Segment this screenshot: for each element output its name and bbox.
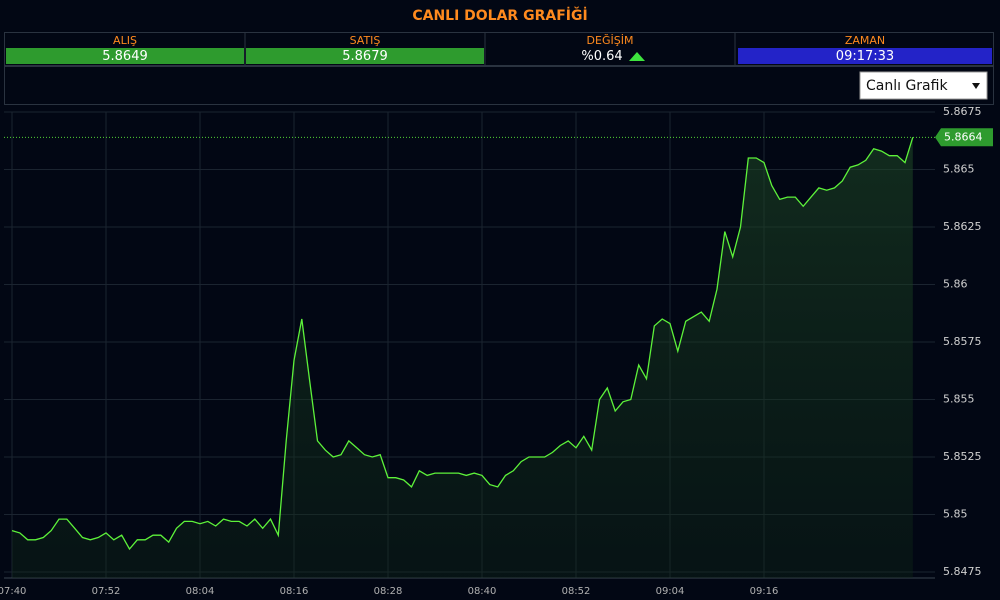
- stat-value: 5.8679: [342, 49, 388, 64]
- x-tick-label: 07:52: [92, 586, 121, 597]
- stat-label: SATIŞ: [350, 34, 381, 47]
- y-tick-label: 5.8625: [943, 220, 982, 233]
- y-tick-label: 5.8525: [943, 450, 982, 463]
- x-tick-label: 08:52: [562, 586, 591, 597]
- toolbar: [4, 66, 994, 105]
- y-tick-label: 5.85: [943, 508, 968, 521]
- last-value-tag: [935, 128, 993, 147]
- last-value-label: 5.8664: [944, 130, 983, 143]
- stat-label: DEĞİŞİM: [587, 34, 634, 47]
- stat-bar: [246, 48, 484, 64]
- y-tick-label: 5.855: [943, 393, 975, 406]
- x-tick-label: 08:04: [186, 586, 215, 597]
- y-tick-label: 5.8575: [943, 335, 982, 348]
- stat-value: %0.64: [581, 49, 622, 64]
- up-arrow: [629, 52, 645, 61]
- x-tick-label: 08:16: [280, 586, 309, 597]
- y-tick-label: 5.865: [943, 163, 975, 176]
- stats-box: [4, 32, 994, 66]
- stat-label: ALIŞ: [113, 34, 137, 47]
- area: [12, 137, 913, 579]
- stat-bar: [738, 48, 992, 64]
- dropdown[interactable]: [859, 71, 988, 100]
- dropdown-label[interactable]: Canlı Grafik: [866, 78, 948, 94]
- x-tick-label: 09:16: [750, 586, 779, 597]
- stat-value: 5.8649: [102, 49, 148, 64]
- y-tick-label: 5.8475: [943, 565, 982, 578]
- page-title: CANLI DOLAR GRAFİĞİ: [412, 6, 587, 24]
- x-tick-label: 08:40: [468, 586, 497, 597]
- x-tick-label: 07:40: [0, 586, 26, 597]
- dropdown-arrow[interactable]: [972, 83, 980, 89]
- stat-bar: [6, 48, 244, 64]
- line: [11, 137, 914, 551]
- y-tick-label: 5.8675: [943, 105, 982, 118]
- stat-value: 09:17:33: [836, 49, 894, 64]
- x-tick-label: 08:28: [374, 586, 403, 597]
- x-tick-label: 09:04: [656, 586, 685, 597]
- stat-label: ZAMAN: [845, 34, 885, 47]
- y-tick-label: 5.86: [943, 278, 968, 291]
